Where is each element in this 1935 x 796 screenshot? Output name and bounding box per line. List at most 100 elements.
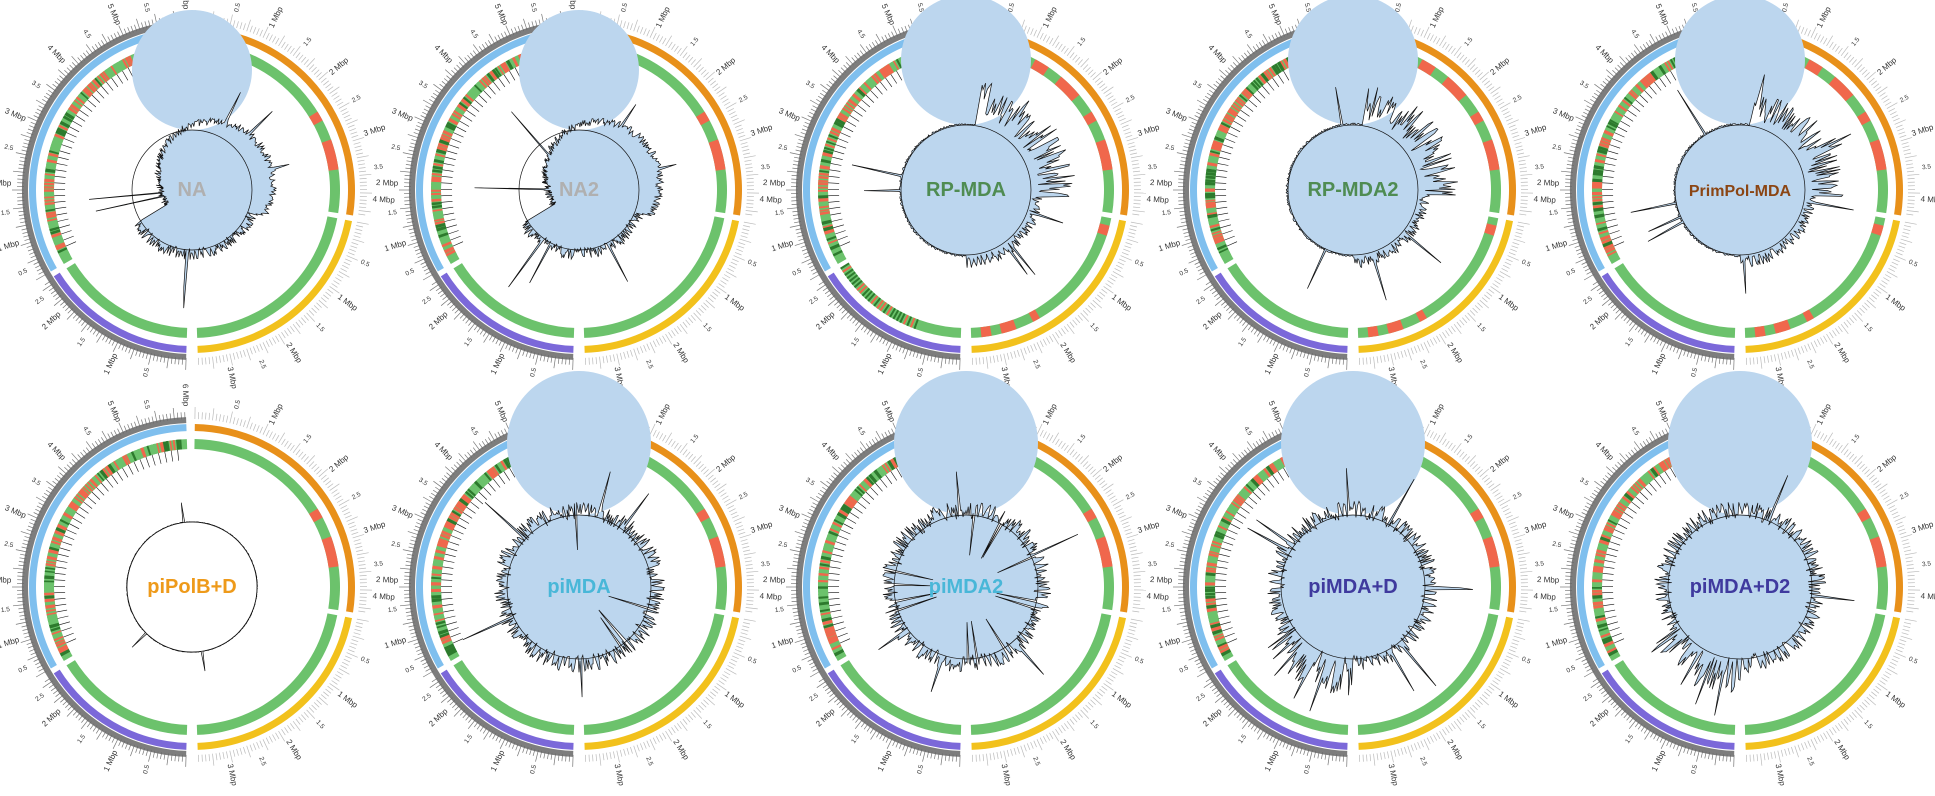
tick-label: 3 Mbp <box>1524 122 1548 138</box>
circos-panel: 1 Mbp 2 Mbp 3 Mbp 4 Mbp 0.5 1.5 2.5 3.5 1 Mbp 2 M… <box>763 371 1170 787</box>
tick-label: 3 Mbp <box>613 763 627 787</box>
tick-label: 5 Mbp <box>493 2 510 26</box>
tick-label: 4 Mbp <box>1593 440 1615 462</box>
tick-label: 1.5 <box>1463 36 1474 48</box>
tick-label: 1 Mbp <box>654 5 672 29</box>
tick-label: 1 Mbp <box>876 748 894 772</box>
tick-label: 2.5 <box>1582 692 1594 703</box>
tick-label: 5.5 <box>1690 2 1699 13</box>
tick-label: 2 Mbp <box>0 178 12 188</box>
tick-label: 0.5 <box>746 656 757 666</box>
tick-label: 0.5 <box>1520 259 1531 269</box>
tick-label: 3 Mbp <box>750 519 774 535</box>
tick-label: 3 Mbp <box>1137 519 1161 535</box>
tick-label: 1.5 <box>1475 322 1487 334</box>
tick-label: 1 Mbp <box>1544 635 1568 650</box>
tick-label: 1.5 <box>1624 733 1635 745</box>
tick-label: 3.5 <box>1148 163 1158 171</box>
tick-label: 2 Mbp <box>1875 452 1898 474</box>
panel-label: NA2 <box>559 179 599 201</box>
tick-label: 2 Mbp <box>427 706 450 728</box>
coverage-track <box>462 371 666 698</box>
tick-label: 1.5 <box>1549 209 1559 217</box>
tick-label: 4 Mbp <box>1920 195 1935 205</box>
tick-label: 1.5 <box>689 36 700 48</box>
tick-label: 0.5 <box>529 764 538 775</box>
tick-label: 0.5 <box>791 664 803 674</box>
tick-label: 3 Mbp <box>1000 763 1014 787</box>
tick-label: 5.5 <box>142 2 151 13</box>
tick-label: 2.5 <box>1552 540 1563 549</box>
tick-label: 1 Mbp <box>1650 748 1668 772</box>
tick-label: 3 Mbp <box>363 122 387 138</box>
tick-label: 1.5 <box>302 36 313 48</box>
chromosome-band <box>827 272 961 353</box>
tick-label: 2 Mbp <box>1201 706 1224 728</box>
tick-label: 2 Mbp <box>327 452 350 474</box>
tick-label: 1.5 <box>1076 433 1087 445</box>
tick-label: 2 Mbp <box>814 309 837 331</box>
coverage-track <box>89 10 290 309</box>
tick-label: 3 Mbp <box>1911 519 1935 535</box>
tick-label: 1.5 <box>701 322 713 334</box>
tick-label: 1.5 <box>775 209 785 217</box>
tick-label: 2 Mbp <box>1150 178 1173 188</box>
circos-panel: 1 Mbp 2 Mbp 3 Mbp 4 Mbp 0.5 1.5 2.5 3.5 1 Mbp 2 M… <box>1537 0 1935 390</box>
tick-label: 1.5 <box>1475 719 1487 731</box>
tick-label: 3 Mbp <box>3 106 27 123</box>
tick-label: 3 Mbp <box>390 106 414 123</box>
tick-label: 1.5 <box>1463 433 1474 445</box>
circos-panel: 1 Mbp 2 Mbp 3 Mbp 4 Mbp 0.5 1.5 2.5 3.5 1 Mbp 2 M… <box>1537 371 1935 787</box>
chromosome-band <box>1601 272 1735 353</box>
chromosome-band <box>53 272 187 353</box>
tick-label: 1.5 <box>1 209 11 217</box>
tick-label: 0.5 <box>746 259 757 269</box>
tick-label: 4 Mbp <box>1920 592 1935 602</box>
tick-label: 2 Mbp <box>40 309 63 331</box>
tick-label: 2 Mbp <box>1488 452 1511 474</box>
tick-label: 3 Mbp <box>3 503 27 520</box>
tick-label: 2 Mbp <box>714 452 737 474</box>
tick-label: 1.5 <box>314 719 326 731</box>
tick-label: 1 Mbp <box>1110 292 1134 313</box>
tick-label: 3 Mbp <box>1551 503 1575 520</box>
tick-label: 2.5 <box>644 359 654 370</box>
tick-label: 1.5 <box>1850 433 1861 445</box>
tick-label: 1.5 <box>1162 209 1172 217</box>
tick-label: 1 Mbp <box>770 635 794 650</box>
tick-label: 1 Mbp <box>723 689 747 710</box>
circos-panel: 1 Mbp 2 Mbp 3 Mbp 4 Mbp 0.5 1.5 2.5 3.5 1 Mbp 2 M… <box>376 371 783 787</box>
tick-label: 2.5 <box>1195 692 1207 703</box>
tick-label: 2.5 <box>4 143 15 152</box>
tick-label: 2.5 <box>1125 94 1137 105</box>
tick-label: 0.5 <box>1690 764 1699 775</box>
tick-label: 2.5 <box>1418 359 1428 370</box>
chromosome-band <box>440 272 574 353</box>
tick-label: 4 Mbp <box>759 592 782 602</box>
tick-label: 1 Mbp <box>1884 292 1908 313</box>
tick-label: 1 Mbp <box>1815 402 1833 426</box>
chromosome-band <box>971 616 1127 750</box>
tick-label: 0.5 <box>1303 764 1312 775</box>
tick-label: 2 Mbp <box>1201 309 1224 331</box>
tick-label: 3.5 <box>1191 80 1203 91</box>
tick-label: 2.5 <box>34 692 46 703</box>
tick-label: 1.5 <box>388 209 398 217</box>
circos-panel: 1 Mbp 2 Mbp 3 Mbp 4 Mbp 0.5 1.5 2.5 3.5 1 Mbp 2 M… <box>376 0 783 390</box>
tick-label: 1 Mbp <box>1497 292 1521 313</box>
tick-label: 1.5 <box>1862 322 1874 334</box>
tick-label: 1 Mbp <box>1428 402 1446 426</box>
chromosome-band <box>1745 616 1901 750</box>
circos-panel: 1 Mbp 2 Mbp 3 Mbp 4 Mbp 0.5 1.5 2.5 3.5 1 Mbp 2 M… <box>0 384 396 787</box>
chromosome-band <box>584 219 740 353</box>
tick-label: 2.5 <box>1031 359 1041 370</box>
tick-label: 0.5 <box>1178 664 1190 674</box>
chromosome-band <box>29 424 187 669</box>
tick-label: 1 Mbp <box>489 748 507 772</box>
tick-label: 4 Mbp <box>1206 43 1228 65</box>
tick-label: 0.5 <box>916 764 925 775</box>
tick-label: 4.5 <box>468 426 479 438</box>
tick-label: 2.5 <box>34 295 46 306</box>
chromosome-band <box>827 669 961 750</box>
tick-label: 4 Mbp <box>45 43 67 65</box>
